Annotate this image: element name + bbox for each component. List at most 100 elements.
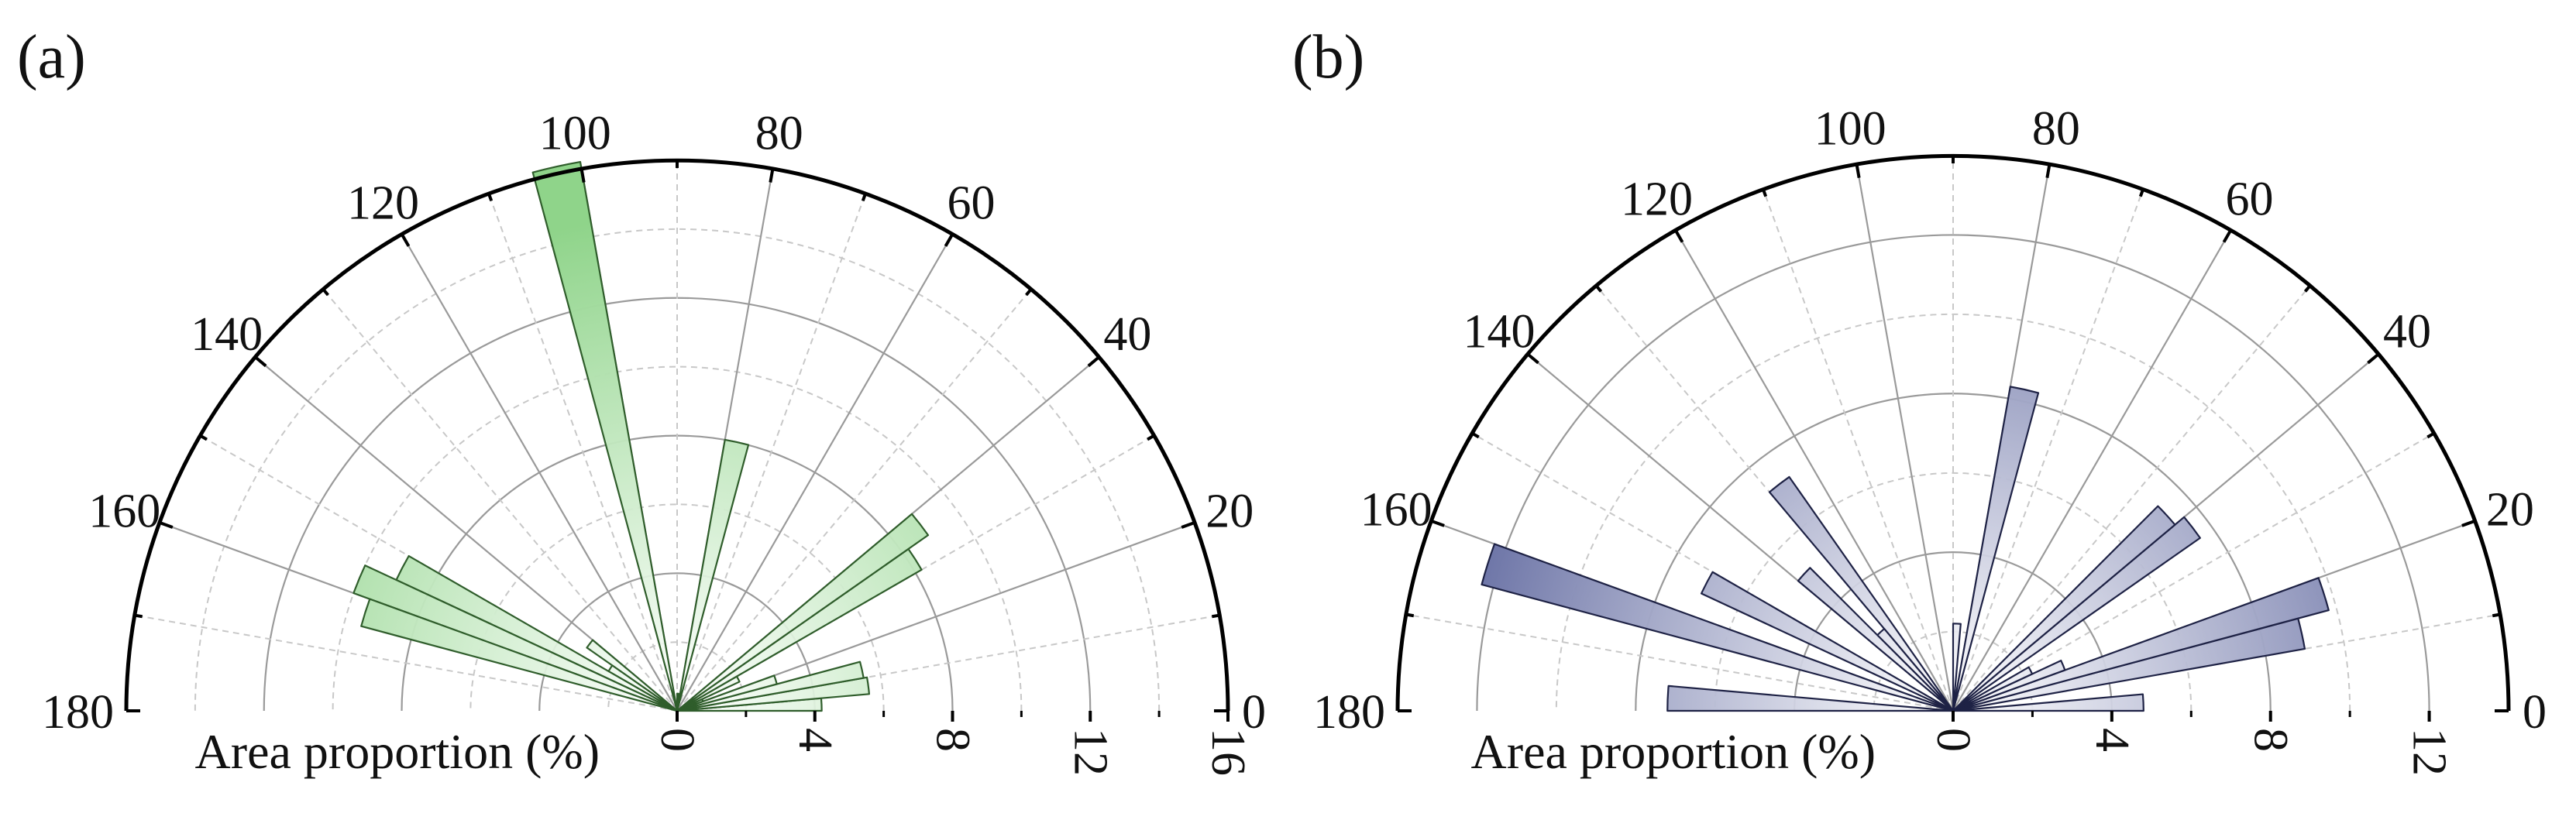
minor-grid-spoke [322, 288, 678, 712]
bar-wedge [1797, 567, 1955, 712]
major-grid-spoke [1952, 229, 2232, 712]
bar-wedge [1952, 386, 2040, 712]
angle-tick-label: 120 [1621, 173, 1693, 225]
radial-axis-label: Area proportion (%) [195, 724, 600, 779]
bar-wedge [1952, 577, 2330, 712]
angle-tick-label: 140 [1463, 305, 1535, 358]
angle-tick [487, 193, 494, 201]
minor-grid-spoke [1952, 432, 2435, 712]
radial-tick-label: 12 [2403, 728, 2456, 776]
bar-wedge [531, 160, 679, 712]
bar-wedge [353, 564, 679, 712]
angle-tick [199, 434, 208, 441]
angle-tick [1087, 355, 1100, 368]
bar-wedge [1700, 571, 1955, 712]
angle-tick-label: 160 [88, 485, 160, 537]
angle-tick-label: 100 [539, 108, 611, 160]
angle-tick-label: 80 [755, 108, 803, 160]
major-grid-spoke [401, 233, 678, 712]
radial-tick-label: 0 [651, 728, 703, 752]
minor-grid-spoke [1952, 285, 2311, 712]
angle-tick [254, 355, 267, 368]
bar-wedge [1952, 516, 2201, 712]
angle-tick [2045, 163, 2052, 178]
angle-tick-label: 20 [2486, 483, 2534, 536]
bar-wedge [1952, 666, 2034, 712]
minor-grid-spoke [134, 614, 678, 712]
angle-tick [2461, 519, 2476, 527]
angle-tick-label: 40 [1103, 308, 1151, 361]
angle-tick [2222, 229, 2233, 243]
radial-tick-label: 4 [789, 728, 841, 752]
angle-tick [2138, 188, 2145, 197]
bar-wedge [586, 639, 679, 712]
angle-tick [1147, 434, 1155, 441]
minor-grid-circle [194, 228, 1161, 712]
radial-tick-label: 12 [1064, 728, 1116, 776]
minor-grid-spoke [487, 193, 678, 712]
angle-tick [1855, 163, 1861, 178]
radial-tick-label: 4 [2086, 728, 2138, 752]
angle-tick [580, 168, 586, 183]
angle-tick-label: 120 [347, 177, 419, 230]
panel-b: 0 20 40 60 80 100 120 140 160 180 0 4 8 12 Area propor… [1292, 23, 2547, 779]
bar-wedge [360, 598, 679, 712]
bar-wedge [676, 438, 750, 712]
major-grid-spoke [1855, 163, 1955, 712]
angle-tick-label: 180 [1313, 686, 1385, 739]
bar-wedge [1952, 623, 1962, 712]
bar-wedge [676, 513, 930, 712]
angle-tick-label: 60 [2226, 173, 2274, 225]
bar-wedge [1481, 543, 1955, 712]
minor-grid-spoke [1952, 188, 2144, 712]
angle-tick [1181, 520, 1195, 529]
bar-wedge [676, 692, 680, 712]
panel-label: (a) [17, 23, 86, 91]
angle-tick [2303, 284, 2312, 293]
major-grid-spoke [676, 233, 954, 712]
angle-tick-label: 40 [2383, 305, 2431, 358]
angle-tick-label: 80 [2032, 103, 2080, 156]
angle-tick [944, 233, 954, 247]
minor-grid-spoke [676, 193, 867, 712]
angle-tick [1025, 288, 1033, 297]
angle-tick [1471, 431, 1480, 439]
angle-tick [1526, 352, 1539, 365]
minor-grid-spoke [1762, 188, 1954, 712]
angle-tick [400, 233, 411, 247]
angle-tick-label: 0 [2523, 686, 2547, 739]
angle-tick [2492, 612, 2501, 618]
angle-tick-label: 60 [948, 177, 996, 230]
minor-grid-spoke [676, 288, 1032, 712]
angle-tick-label: 180 [42, 686, 114, 739]
radial-tick-label: 8 [927, 728, 979, 752]
bar-wedge [1768, 475, 1955, 712]
angle-tick [2426, 431, 2435, 439]
angle-tick-label: 0 [1242, 686, 1266, 739]
angle-tick [134, 613, 143, 619]
bar-wedge [1952, 505, 2176, 712]
angle-tick [1673, 229, 1684, 243]
angle-tick [2367, 352, 2380, 365]
angle-tick [159, 520, 174, 529]
bar-wedge [1666, 684, 1955, 712]
angle-tick [1761, 188, 1768, 197]
angle-tick [1430, 519, 1445, 527]
angle-tick-label: 160 [1360, 483, 1432, 536]
radial-axis-label: Area proportion (%) [1471, 724, 1876, 779]
angle-tick [1212, 613, 1220, 619]
angle-tick [861, 193, 868, 201]
angle-tick [769, 168, 775, 183]
radial-tick-label: 0 [1927, 728, 1979, 752]
radial-tick-label: 8 [2244, 728, 2297, 752]
angle-tick-label: 100 [1814, 103, 1886, 156]
angle-tick-label: 140 [191, 308, 263, 361]
minor-grid-spoke [1405, 613, 1954, 712]
panel-label: (b) [1292, 23, 1364, 91]
angle-tick [322, 288, 329, 297]
angle-tick [1594, 284, 1603, 293]
bar-wedge [1952, 693, 2144, 712]
angle-tick [1405, 612, 1415, 618]
panel-a: 0 20 40 60 80 100 120 140 160 180 0 4 8 12 16 Area prop… [17, 23, 1266, 779]
